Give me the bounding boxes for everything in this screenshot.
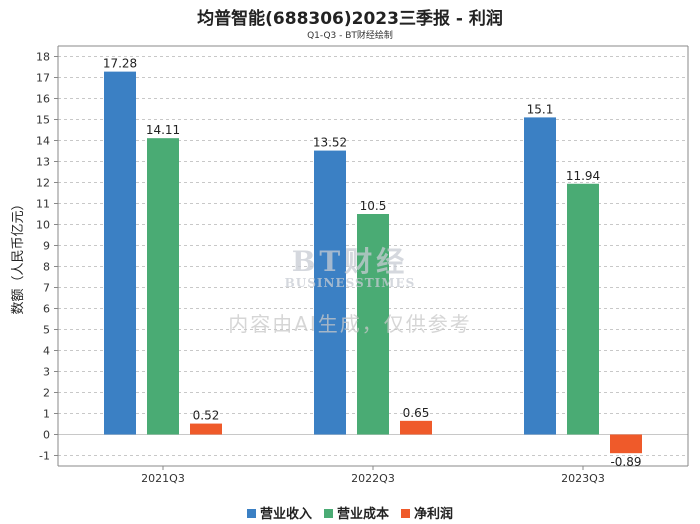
legend-swatch: [246, 509, 256, 518]
data-label: -0.89: [610, 455, 641, 469]
y-tick-label: 3: [43, 366, 50, 379]
y-tick-label: 15: [36, 114, 50, 127]
bar-营业成本-2021Q3: [147, 138, 179, 435]
bar-营业收入-2022Q3: [314, 150, 346, 435]
y-tick-label: 18: [36, 51, 50, 64]
y-tick-label: 7: [43, 282, 50, 295]
y-tick-label: 11: [36, 198, 50, 211]
legend-item: 营业成本: [323, 503, 389, 522]
x-tick-label: 2023Q3: [561, 472, 605, 485]
bar-chart: -10123456789101112131415161718数额（人民币亿元）2…: [11, 45, 689, 485]
y-tick-label: 16: [36, 93, 50, 106]
y-tick-label: 5: [43, 324, 50, 337]
data-label: 0.65: [403, 406, 430, 420]
legend-item: 营业收入: [246, 503, 312, 522]
y-tick-label: 1: [43, 408, 50, 421]
y-tick-label: 10: [36, 219, 50, 232]
y-tick-label: 4: [43, 345, 50, 358]
legend-label: 净利润: [414, 507, 454, 522]
y-tick-label: 14: [36, 135, 50, 148]
y-axis-label: 数额（人民币亿元）: [11, 197, 26, 314]
y-tick-label: -1: [39, 450, 50, 463]
data-label: 11.94: [566, 169, 600, 183]
y-tick-label: 2: [43, 387, 50, 400]
bar-营业成本-2022Q3: [357, 214, 389, 435]
data-label: 13.52: [313, 136, 347, 150]
legend-item: 净利润: [401, 503, 453, 522]
y-tick-label: 9: [43, 240, 50, 253]
bar-净利润-2022Q3: [400, 420, 432, 435]
bar-营业收入-2021Q3: [104, 71, 136, 435]
data-label: 15.1: [527, 102, 554, 116]
legend-swatch: [401, 509, 410, 518]
data-label: 10.5: [360, 199, 387, 213]
y-tick-label: 6: [43, 303, 50, 316]
bar-营业收入-2023Q3: [524, 117, 556, 435]
bar-营业成本-2023Q3: [567, 183, 599, 435]
bar-净利润-2023Q3: [610, 434, 642, 454]
x-tick-label: 2021Q3: [141, 472, 185, 485]
y-tick-label: 8: [43, 261, 50, 274]
bar-净利润-2021Q3: [190, 423, 222, 435]
chart-title: 均普智能(688306)2023三季报 - 利润: [197, 9, 503, 29]
data-label: 14.11: [146, 123, 180, 137]
legend-label: 营业收入: [259, 507, 312, 522]
data-label: 17.28: [103, 57, 137, 71]
y-tick-label: 0: [43, 429, 50, 442]
data-label: 0.52: [193, 409, 220, 423]
chart-subtitle: Q1-Q3 - BT财经绘制: [307, 31, 393, 41]
y-tick-label: 12: [36, 177, 50, 190]
y-tick-label: 13: [36, 156, 50, 169]
legend-label: 营业成本: [336, 507, 389, 522]
x-tick-label: 2022Q3: [351, 472, 395, 485]
y-tick-label: 17: [36, 72, 50, 85]
legend: 营业收入 营业成本 净利润: [0, 503, 700, 522]
legend-swatch: [323, 509, 333, 518]
